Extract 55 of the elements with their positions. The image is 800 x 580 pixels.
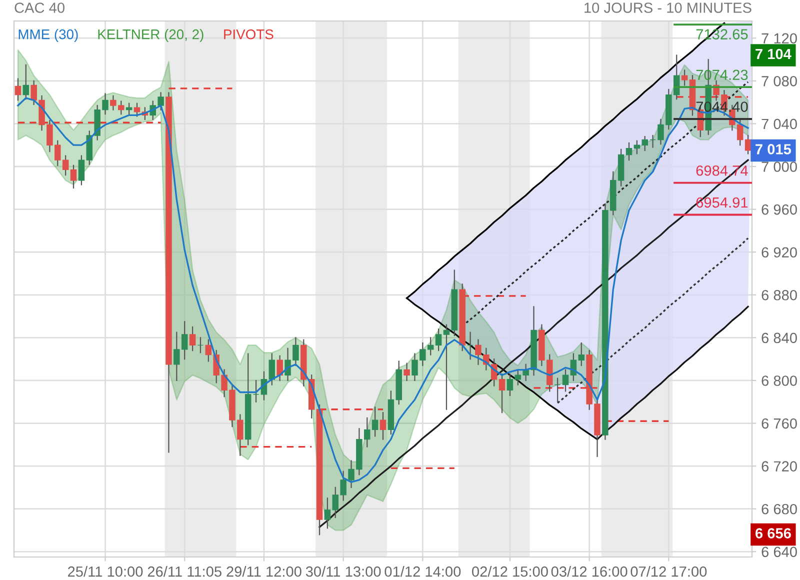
x-tick-label: 26/11 11:05 [148,566,222,577]
candlestick [562,369,569,392]
candlestick [404,362,410,382]
candlestick [380,412,386,440]
candlestick [626,142,632,161]
candlestick [681,70,688,86]
y-tick-label: 6 880 [762,290,797,300]
candlestick [554,378,561,402]
y-tick-label: 6 800 [762,376,797,386]
y-tick-label: 6 920 [762,247,797,258]
candlestick [506,374,514,396]
candlestick [324,498,331,529]
text: MME (30) [18,29,78,42]
y-tick-label: 7 040 [762,118,797,130]
candlestick [14,78,22,101]
candlestick [197,337,204,354]
y-tick-label: 6 840 [762,332,797,344]
candlestick [467,332,474,360]
line-series [556,237,749,404]
candlestick [435,328,442,352]
annotation: 7 015 [756,144,792,154]
annotation: 7 104 [756,48,792,60]
candlestick [268,353,276,386]
chart-subtitle: 10 JOURS - 10 MINUTES [584,2,752,13]
annotation: 6 656 [755,528,791,538]
y-tick-label: 7 120 [762,33,797,44]
line-series [318,159,749,528]
y-tick-label: 7 080 [762,76,797,86]
candlestick [252,380,260,402]
candlestick [70,164,77,188]
y-tick-label: 6 960 [762,204,797,215]
annotation: KELTNER (20, 2) [98,29,204,42]
candlestick [134,102,140,117]
x-tick-label: 25/11 10:00 [68,566,143,577]
y-tick-label: 6 640 [762,546,797,558]
y-tick-label: 7 000 [762,162,797,172]
candlestick [276,355,283,382]
candlestick [650,134,656,148]
y-tick-label: 6 720 [762,461,797,472]
candlestick [578,342,585,366]
y-tick-label: 6 760 [762,418,797,429]
chart-title: CAC 40 [14,2,64,13]
candlestick [498,374,506,414]
x-tick-label: 01/12 14:00 [384,566,461,577]
x-tick-label: 07/12 17:00 [630,566,707,577]
x-tick-label: 03/12 16:00 [551,566,628,577]
candlestick [22,64,30,100]
y-tick-label: 6 680 [762,504,797,514]
x-tick-label: 29/11 12:00 [226,566,302,577]
candlestick [443,324,450,410]
candlestick [189,326,196,352]
text: PIVOTS [224,29,274,40]
x-tick-label: 02/12 15:00 [472,566,548,577]
candlestick [78,155,85,186]
x-tick-label: 30/11 13:00 [306,566,381,577]
